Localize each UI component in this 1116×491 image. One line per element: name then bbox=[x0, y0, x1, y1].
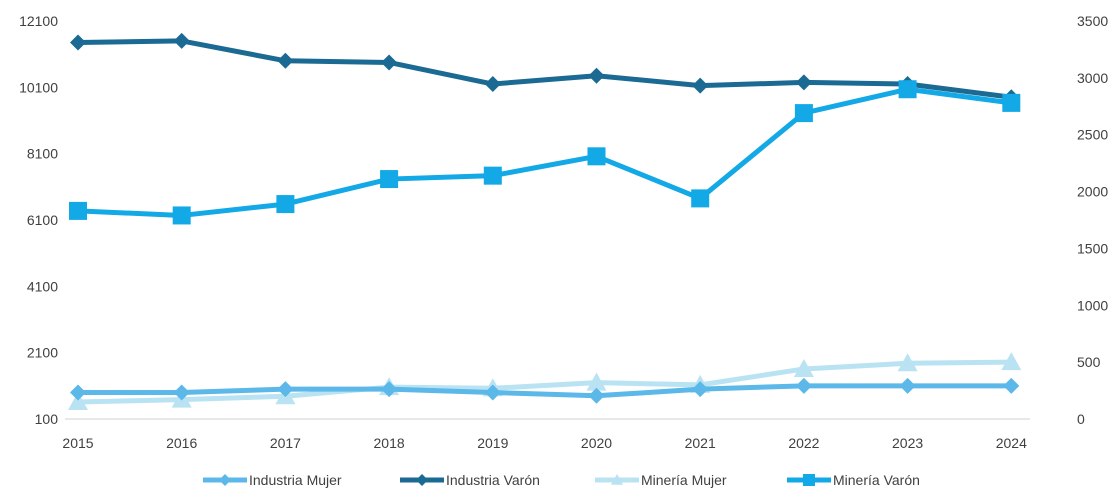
data-point bbox=[1002, 93, 1021, 112]
legend-label: Industria Mujer bbox=[249, 472, 342, 488]
x-tick-label: 2019 bbox=[477, 435, 508, 451]
x-tick-label: 2016 bbox=[166, 435, 197, 451]
y-left-tick-label: 6100 bbox=[27, 212, 58, 228]
y-left-tick-label: 8100 bbox=[27, 146, 58, 162]
series-line bbox=[77, 86, 1012, 218]
y-left-tick-label: 100 bbox=[35, 411, 59, 427]
data-point bbox=[173, 384, 190, 401]
data-point bbox=[69, 201, 87, 220]
y-left-tick-label: 12100 bbox=[19, 13, 58, 29]
data-point bbox=[793, 358, 814, 377]
series-line bbox=[77, 359, 1012, 405]
data-point bbox=[692, 381, 709, 398]
data-point bbox=[588, 387, 605, 404]
x-tick-label: 2021 bbox=[685, 435, 716, 451]
data-point bbox=[897, 353, 918, 372]
legend-swatch bbox=[787, 474, 831, 486]
data-point bbox=[898, 80, 917, 99]
legend-marker bbox=[803, 474, 815, 486]
data-point bbox=[70, 34, 86, 51]
data-point bbox=[691, 189, 710, 208]
legend-swatch bbox=[595, 474, 639, 485]
series-3 bbox=[69, 80, 1021, 225]
data-point bbox=[277, 381, 294, 398]
series-line bbox=[78, 383, 1012, 399]
data-point bbox=[795, 377, 812, 394]
legend-item: Industria Varón bbox=[400, 470, 540, 490]
legend-label: Minería Mujer bbox=[641, 472, 727, 488]
y-right-tick-label: 1000 bbox=[1077, 297, 1108, 313]
series-group bbox=[68, 32, 1022, 410]
data-point bbox=[899, 377, 916, 394]
legend-swatch bbox=[203, 474, 247, 486]
legend-label: Minería Varón bbox=[833, 472, 920, 488]
y-left-tick-label: 10100 bbox=[19, 79, 58, 95]
x-tick-label: 2018 bbox=[374, 435, 405, 451]
series-0 bbox=[70, 377, 1020, 404]
y-right-tick-label: 500 bbox=[1077, 354, 1101, 370]
x-tick-label: 2023 bbox=[892, 435, 923, 451]
x-tick-label: 2022 bbox=[788, 435, 819, 451]
x-tick-label: 2017 bbox=[270, 435, 301, 451]
y-right-tick-label: 1500 bbox=[1077, 240, 1108, 256]
legend-marker bbox=[611, 474, 623, 485]
data-point bbox=[173, 32, 190, 49]
data-point bbox=[587, 147, 606, 166]
line-chart: 2015 2016 2017 2018 2019 2020 2021 2022 2023 2024… bbox=[19, 13, 1108, 451]
data-point bbox=[483, 166, 502, 185]
data-point bbox=[484, 384, 501, 401]
data-point bbox=[794, 104, 813, 123]
data-point bbox=[1003, 377, 1020, 394]
data-point bbox=[277, 52, 294, 69]
data-point bbox=[381, 381, 398, 398]
legend: Industria Mujer Industria Varón Minería Mu… bbox=[0, 470, 1116, 491]
x-tick-label: 2015 bbox=[62, 435, 93, 451]
data-point bbox=[276, 195, 295, 214]
data-point bbox=[692, 77, 709, 94]
legend-swatch bbox=[400, 474, 444, 486]
legend-item: Industria Mujer bbox=[203, 470, 342, 490]
y-left-tick-label: 4100 bbox=[27, 278, 58, 294]
data-point bbox=[380, 170, 399, 189]
y-right-tick-label: 2500 bbox=[1077, 127, 1108, 143]
data-point bbox=[381, 54, 398, 71]
data-point bbox=[588, 67, 605, 84]
y-right-tick-label: 0 bbox=[1077, 411, 1085, 427]
legend-item: Minería Mujer bbox=[595, 470, 727, 490]
data-point bbox=[68, 391, 88, 410]
data-point bbox=[586, 372, 607, 391]
legend-item: Minería Varón bbox=[787, 470, 920, 490]
data-point bbox=[70, 384, 86, 401]
legend-marker bbox=[416, 474, 428, 486]
x-tick-label: 2020 bbox=[581, 435, 612, 451]
y-right-tick-label: 3500 bbox=[1077, 13, 1108, 29]
series-line bbox=[77, 38, 1012, 100]
y-right-tick-label: 2000 bbox=[1077, 184, 1108, 200]
data-point bbox=[795, 74, 812, 91]
legend-marker bbox=[219, 474, 231, 486]
x-tick-label: 2024 bbox=[996, 435, 1027, 451]
data-point bbox=[484, 76, 501, 93]
y-left-tick-label: 2100 bbox=[27, 345, 58, 361]
series-2 bbox=[68, 352, 1022, 410]
y-right-tick-label: 3000 bbox=[1077, 70, 1108, 86]
legend-label: Industria Varón bbox=[446, 472, 540, 488]
axes: 2015 2016 2017 2018 2019 2020 2021 2022 2023 2024… bbox=[19, 13, 1108, 451]
data-point bbox=[1001, 352, 1022, 371]
data-point bbox=[172, 206, 191, 225]
